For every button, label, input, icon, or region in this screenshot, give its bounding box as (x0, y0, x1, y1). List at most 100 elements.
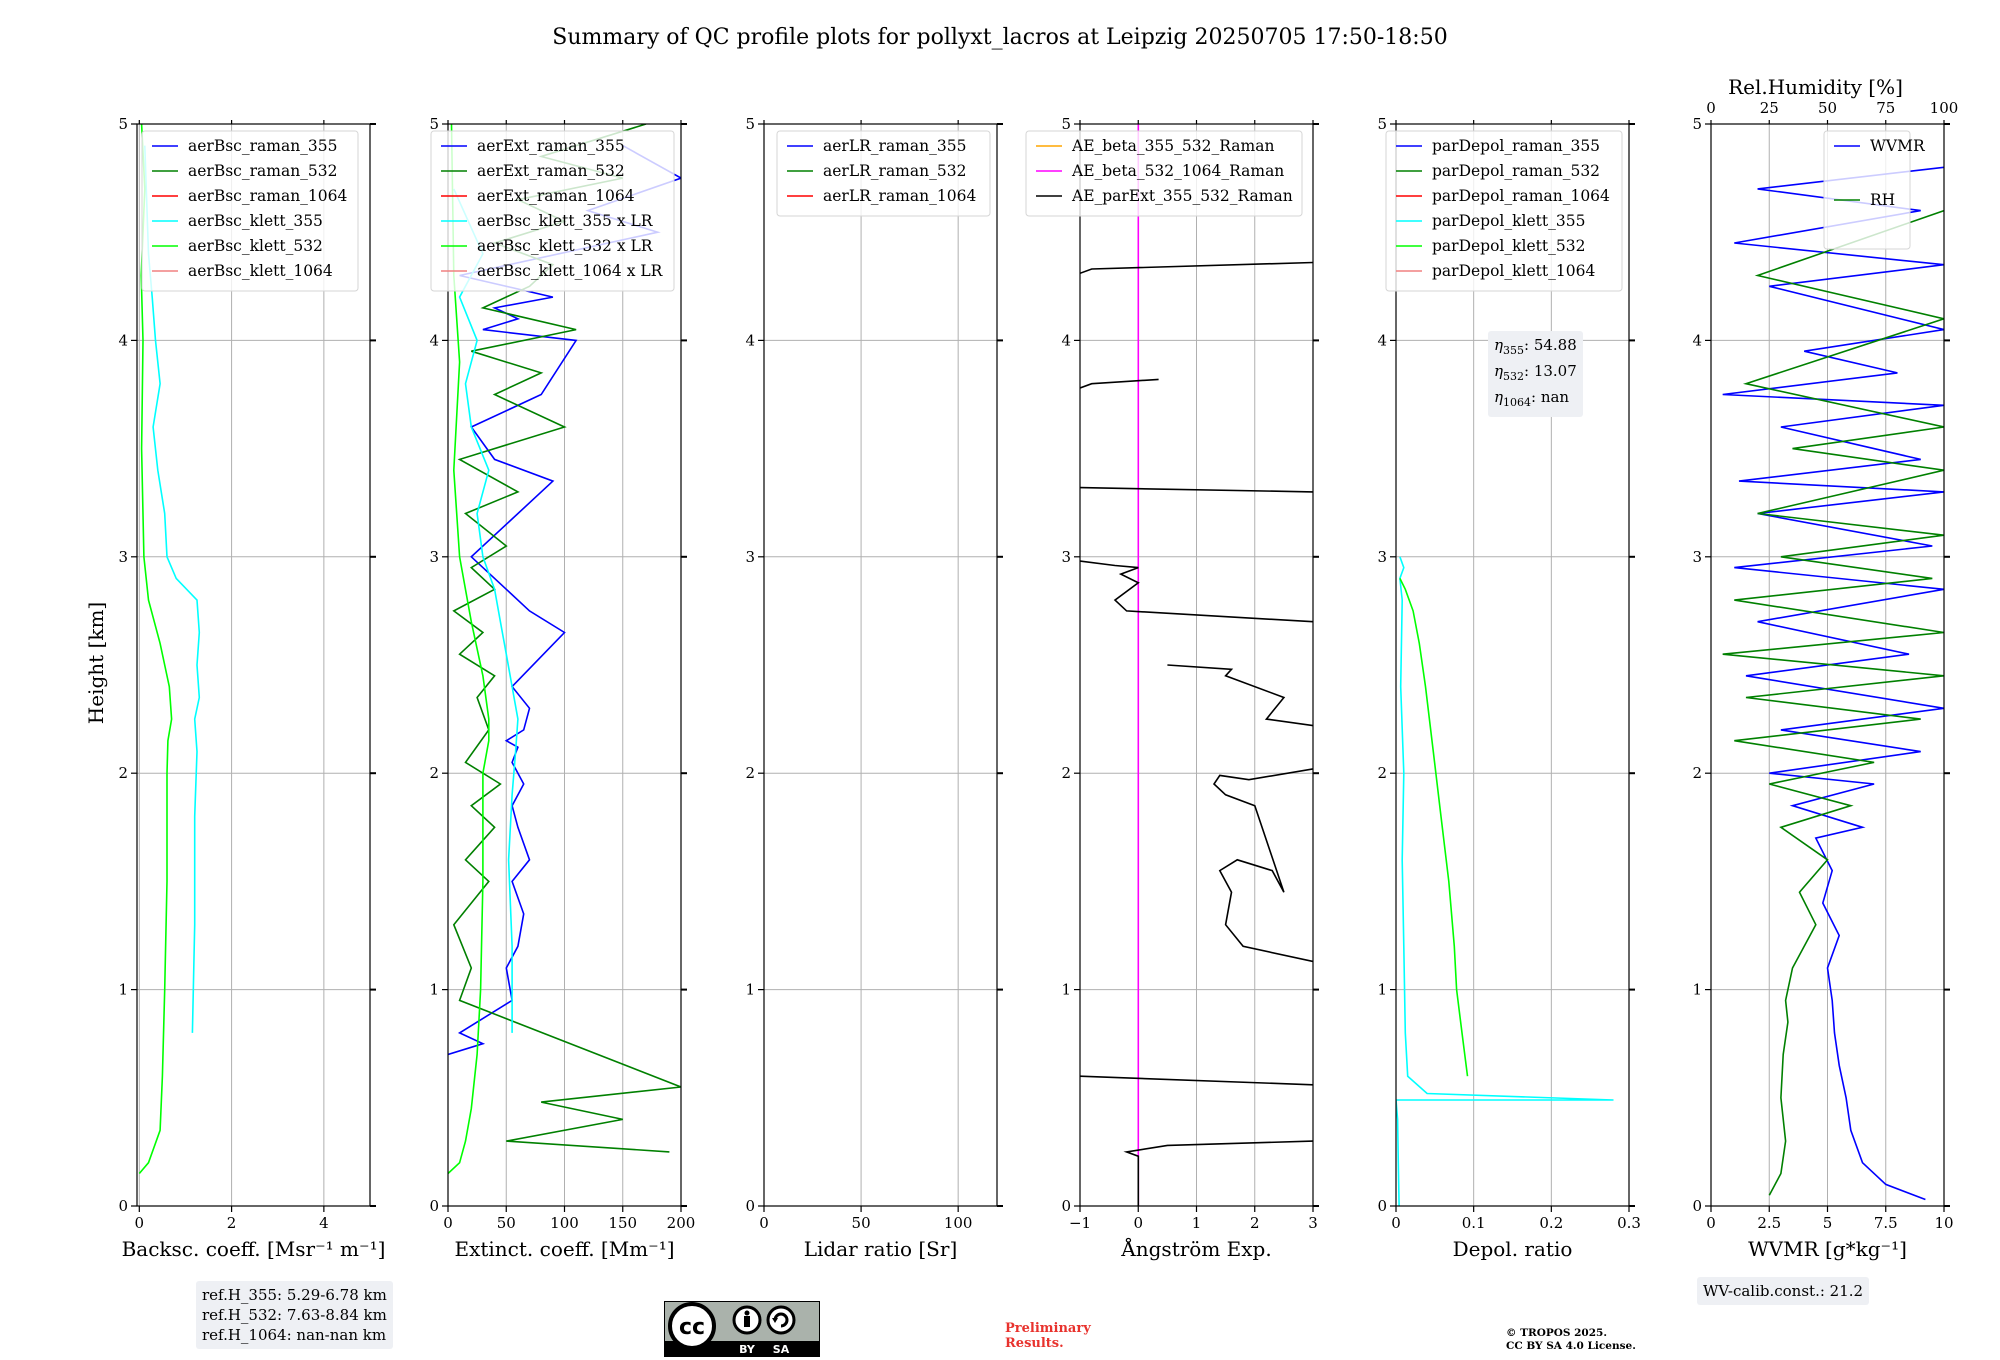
legend-label: aerExt_raman_532 (477, 162, 625, 180)
x2-tick-label: 75 (1876, 99, 1895, 117)
preliminary-line-1: Preliminary (1005, 1321, 1091, 1336)
x-axis-label: Depol. ratio (1453, 1237, 1573, 1261)
legend-label: aerLR_raman_1064 (823, 187, 976, 205)
share-alike-icon (766, 1305, 796, 1335)
y-tick-label: 3 (1377, 548, 1387, 566)
x-tick-label: 50 (497, 1214, 516, 1232)
legend-box (1385, 130, 1623, 292)
x-tick-label: 200 (667, 1214, 696, 1232)
profile-panels: 0 2 4 0 1 2 3 4 5 Backsc. coeff. [Msr⁻¹ m⁻¹] aerBs… (118, 75, 1958, 1261)
legend-label: aerBsc_klett_355 x LR (477, 212, 654, 230)
ref-height-532: ref.H_532: 7.63-8.84 km (202, 1306, 387, 1324)
eta-1064: η1064: nan (1494, 388, 1570, 409)
y-tick-label: 3 (745, 548, 755, 566)
x-tick-label: 0.2 (1539, 1214, 1563, 1232)
legend-label: aerLR_raman_355 (823, 137, 966, 155)
y-tick-label: 5 (1377, 115, 1387, 133)
legend-box (1025, 130, 1303, 217)
eta-532: η532: 13.07 (1494, 362, 1577, 383)
x-tick-label: 0 (1391, 1214, 1401, 1232)
x-tick-label: 2 (227, 1214, 237, 1232)
series-group (1080, 124, 1313, 1206)
legend-label: AE_beta_532_1064_Raman (1071, 162, 1284, 180)
y-tick-label: 1 (1061, 981, 1071, 999)
legend: AE_beta_355_532_Raman AE_beta_532_1064_Ra… (1025, 130, 1303, 217)
x-tick-label: 100 (944, 1214, 973, 1232)
legend-label: aerBsc_klett_1064 x LR (477, 262, 664, 280)
x-tick-label: 0 (1706, 1214, 1716, 1232)
by-label: BY (739, 1343, 756, 1356)
x-tick-label: 4 (319, 1214, 329, 1232)
cc-logo-icon (668, 1302, 716, 1350)
legend: WVMR RH (1823, 130, 1926, 250)
legend-label: aerBsc_klett_532 x LR (477, 237, 654, 255)
y-tick-label: 5 (1061, 115, 1071, 133)
preliminary-line-2: Results. (1005, 1336, 1064, 1351)
y-tick-label: 1 (118, 981, 128, 999)
y-tick-label: 0 (1061, 1197, 1071, 1215)
x-tick-label: 150 (608, 1214, 637, 1232)
y-tick-label: 0 (745, 1197, 755, 1215)
legend-label: parDepol_raman_355 (1432, 137, 1600, 155)
legend-box (430, 130, 675, 292)
series-line-parDepol_klett_355 (1396, 556, 1614, 1206)
legend: parDepol_raman_355 parDepol_raman_532 parD… (1385, 130, 1623, 292)
y-tick-label: 4 (1377, 331, 1387, 349)
panel-2: 0 50 100 150 200 0 1 2 3 4 5 Extinct. coeff. [Mm⁻¹]… (429, 115, 695, 1261)
x-axis-label: Lidar ratio [Sr] (804, 1237, 958, 1261)
y-tick-label: 0 (429, 1197, 439, 1215)
legend-label: aerLR_raman_532 (823, 162, 966, 180)
y-tick-label: 5 (745, 115, 755, 133)
y-tick-label: 3 (429, 548, 439, 566)
legend-label: aerBsc_raman_532 (188, 162, 338, 180)
x2-tick-label: 25 (1760, 99, 1779, 117)
series-line-AE_parExt_355_532_Raman (1080, 261, 1313, 1206)
x2-tick-label: 100 (1930, 99, 1959, 117)
y-tick-label: 2 (118, 764, 128, 782)
copyright-line-2: CC BY SA 4.0 License. (1506, 1340, 1636, 1352)
axes-frame (136, 123, 371, 1207)
panel-3: 0 50 100 0 1 2 3 4 5 Lidar ratio [Sr] aerLR_raman_… (745, 115, 1003, 1261)
preliminary-results-note: Preliminary Results. (1005, 1321, 1091, 1351)
series-line-aerBsc_klett_532 (138, 124, 173, 1175)
y-tick-label: 3 (118, 548, 128, 566)
x-tick-label: 0 (443, 1214, 453, 1232)
cc-logo-text: cc (679, 1315, 705, 1340)
y-tick-label: 1 (1377, 981, 1387, 999)
x-axis-label: Extinct. coeff. [Mm⁻¹] (454, 1237, 674, 1261)
y-tick-label: 3 (1061, 548, 1071, 566)
series-group (1396, 556, 1614, 1206)
sa-label: SA (773, 1343, 790, 1356)
legend: aerLR_raman_355 aerLR_raman_532 aerLR_rama… (776, 130, 991, 217)
x-axis-label: WVMR [g*kg⁻¹] (1748, 1237, 1907, 1261)
y-tick-label: 2 (1061, 764, 1071, 782)
x-tick-label: 0.1 (1462, 1214, 1486, 1232)
reference-height-box: ref.H_355: 5.29-6.78 km ref.H_532: 7.63-… (196, 1281, 393, 1349)
panel-1: 0 2 4 0 1 2 3 4 5 Backsc. coeff. [Msr⁻¹ m⁻¹] aerBs… (118, 115, 385, 1261)
wv-calibration-box: WV-calib.const.: 21.2 (1697, 1277, 1870, 1305)
y-tick-label: 4 (1692, 331, 1702, 349)
x-tick-label: 2 (1250, 1214, 1260, 1232)
y-tick-label: 1 (745, 981, 755, 999)
legend-box (141, 130, 359, 292)
x-tick-label: 50 (852, 1214, 871, 1232)
y-tick-label: 5 (429, 115, 439, 133)
y-tick-label: 4 (1061, 331, 1071, 349)
y-tick-label: 2 (1692, 764, 1702, 782)
y-tick-label: 1 (1692, 981, 1702, 999)
x-tick-label: 3 (1308, 1214, 1318, 1232)
axes-frame (1395, 123, 1630, 1207)
legend-label: AE_beta_355_532_Raman (1071, 137, 1274, 155)
x-tick-label: 0 (1133, 1214, 1143, 1232)
x-tick-label: 0.3 (1617, 1214, 1641, 1232)
y-tick-label: 0 (1377, 1197, 1387, 1215)
eta-355: η355: 54.88 (1494, 336, 1577, 357)
wv-calibration-constant: WV-calib.const.: 21.2 (1703, 1282, 1864, 1300)
ref-height-1064: ref.H_1064: nan-nan km (202, 1326, 387, 1344)
copyright-note: © TROPOS 2025. CC BY SA 4.0 License. (1506, 1327, 1636, 1353)
series-line-aerExt_raman_355 (448, 144, 681, 1056)
x-tick-label: 5 (1823, 1214, 1833, 1232)
x-tick-label: 1 (1192, 1214, 1202, 1232)
